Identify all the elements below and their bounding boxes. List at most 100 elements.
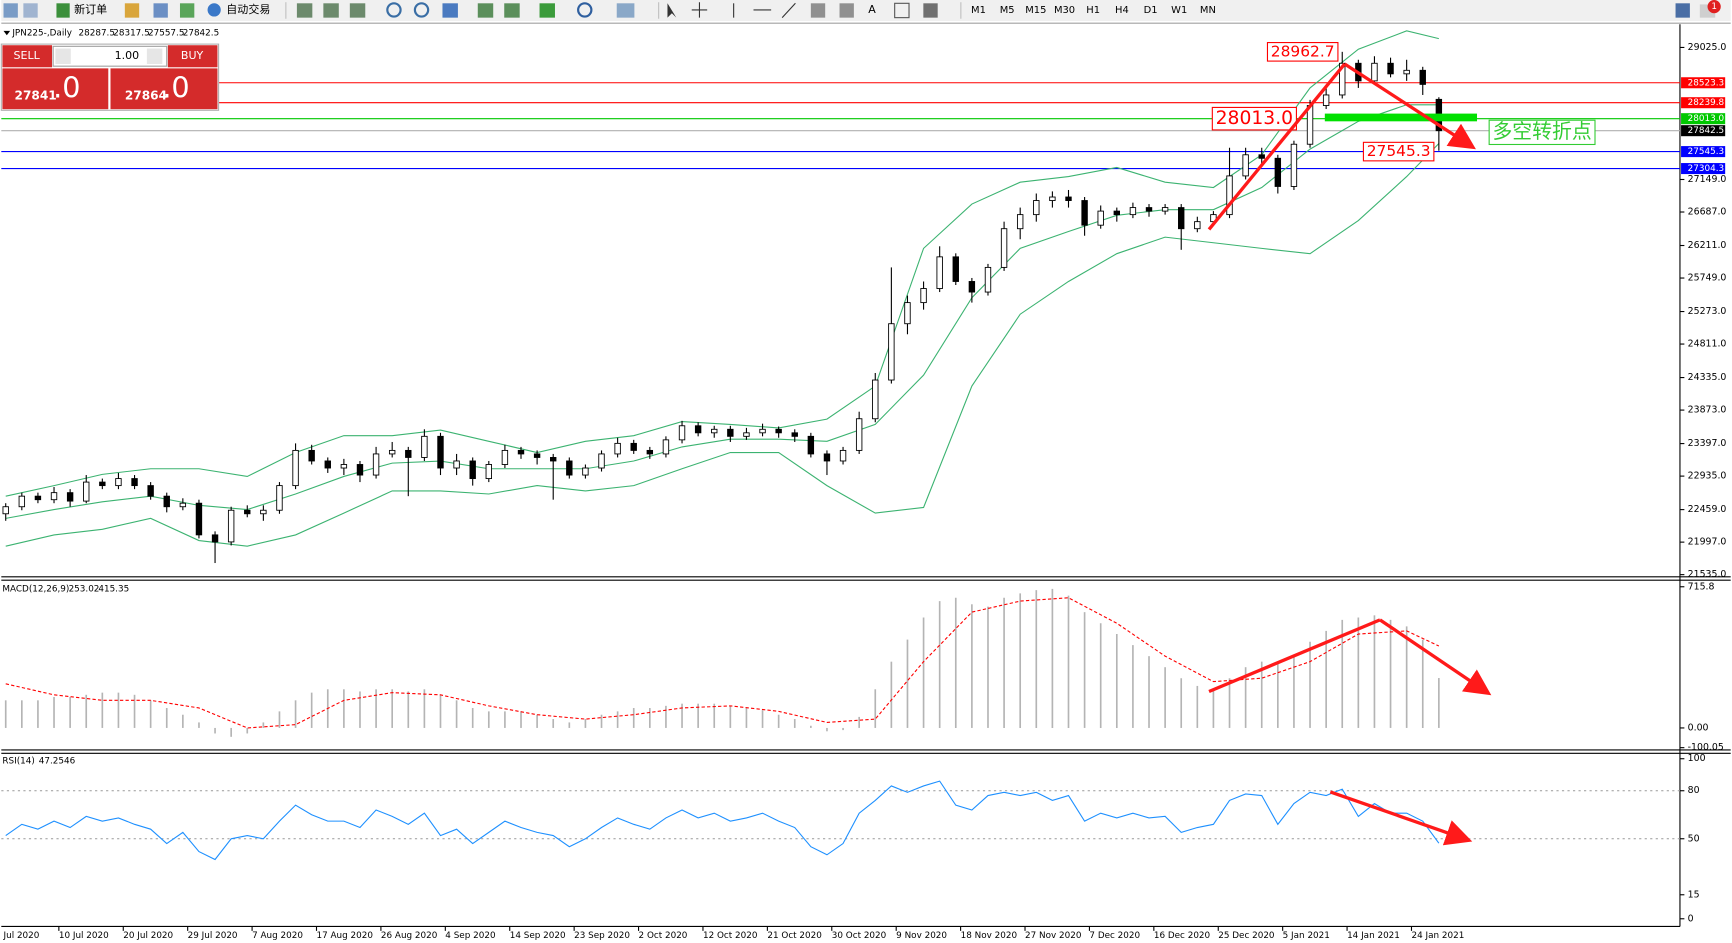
new-order-icon[interactable] [56, 3, 70, 18]
cursor-tool[interactable] [667, 3, 677, 18]
x-tick-label: 7 Dec 2020 [1089, 931, 1140, 941]
icon[interactable] [3, 3, 18, 18]
candle-body [759, 428, 766, 434]
symbol: JPN225-,Daily [11, 29, 72, 39]
timeframe[interactable]: H4 [1115, 5, 1129, 16]
trend-arrow [1343, 62, 1476, 150]
icon[interactable] [179, 3, 195, 18]
new-order[interactable]: 新订单 [74, 2, 107, 16]
icon[interactable] [296, 3, 313, 18]
x-tick-label: 26 Aug 2020 [381, 931, 438, 941]
y-tick-label: 25273.0 [1688, 306, 1727, 317]
icon[interactable] [23, 3, 38, 18]
y-tick-label: 0 [1688, 913, 1694, 924]
candle-body [694, 425, 702, 434]
icon[interactable] [153, 3, 168, 18]
crosshair-tool[interactable] [691, 2, 708, 18]
bid-tag [1681, 125, 1726, 137]
candle-body [646, 449, 654, 455]
candle-body [823, 453, 831, 462]
buy-pips[interactable]: .0 [162, 70, 189, 104]
level-label: 28013.0 [1688, 114, 1725, 124]
lot-input[interactable] [52, 45, 168, 67]
timeframe[interactable]: M15 [1025, 5, 1046, 16]
icon[interactable] [577, 2, 593, 18]
auto-trading[interactable]: 自动交易 [226, 2, 270, 16]
icon[interactable] [923, 3, 938, 18]
candle-body [18, 495, 26, 508]
y-tick-label: 23873.0 [1688, 405, 1727, 416]
toolbar: 新订单 自动交易 A M1 M5 M15 M30 H1 H4 D1 W1 MN 1 [1, 0, 1731, 21]
level-label: 27545.3 [1688, 147, 1724, 157]
icon[interactable] [839, 3, 854, 18]
candle-body [195, 502, 203, 536]
candle-body [727, 428, 734, 437]
candle-body [83, 481, 90, 502]
sell-button[interactable] [2, 45, 53, 68]
timeframe[interactable]: W1 [1171, 5, 1187, 16]
search-icon[interactable] [1675, 3, 1690, 18]
auto-trading-icon[interactable] [207, 3, 221, 17]
icon[interactable] [539, 3, 555, 18]
lot-value[interactable]: 1.00 [115, 49, 140, 62]
candle-body [372, 453, 380, 476]
trendline-tool[interactable] [781, 2, 796, 19]
buy-price-box[interactable] [110, 68, 218, 110]
trend-arrow [1207, 62, 1346, 231]
timeframe[interactable]: M5 [1000, 5, 1015, 16]
candle-body [66, 492, 74, 502]
timeframe[interactable]: M1 [971, 5, 986, 16]
timeframe[interactable]: H1 [1086, 5, 1100, 16]
y-tick-label: 26687.0 [1688, 207, 1727, 218]
icon[interactable] [810, 3, 826, 18]
icon[interactable] [442, 3, 458, 18]
zoom-out[interactable] [413, 2, 430, 18]
candle-body [356, 464, 364, 476]
candle-body [952, 256, 959, 282]
buy-label[interactable]: BUY [181, 49, 204, 62]
lot-up[interactable] [146, 48, 163, 64]
lot-down[interactable] [55, 48, 71, 64]
sell-price[interactable]: 27841 [15, 88, 57, 102]
buy-price[interactable]: 27864 [125, 88, 167, 102]
icon[interactable] [477, 3, 494, 18]
candle-body [968, 281, 976, 293]
candle-body [775, 428, 782, 434]
icon[interactable] [323, 3, 339, 18]
candle-body [1097, 210, 1104, 226]
candle-body [904, 302, 911, 325]
sell-pips[interactable]: .0 [53, 70, 80, 104]
sell-price-box[interactable] [2, 68, 109, 110]
text-tool[interactable]: A [868, 3, 876, 16]
y-tick-label: 21997.0 [1688, 537, 1727, 548]
sell-label[interactable]: SELL [14, 49, 41, 62]
buy-button[interactable] [167, 45, 218, 68]
icon[interactable] [349, 3, 366, 18]
candle-body [533, 453, 541, 458]
candle-body [34, 495, 42, 501]
timeframe[interactable]: D1 [1144, 5, 1158, 16]
timeframe[interactable]: M30 [1054, 5, 1075, 16]
x-tick-label: 12 Oct 2020 [703, 931, 758, 941]
indicator-value: 415.35 [98, 584, 129, 594]
candle-body [1129, 207, 1137, 216]
price-annotation: 27545.3 [1367, 142, 1431, 160]
icon[interactable] [124, 3, 140, 18]
zoom-in[interactable] [386, 2, 402, 18]
label-tool[interactable] [894, 2, 910, 19]
candle-body [678, 425, 686, 441]
candle-body [405, 449, 412, 458]
candle-body [388, 449, 396, 455]
icon[interactable] [616, 3, 635, 18]
annotation-box [1266, 42, 1339, 62]
candle-body [1000, 228, 1008, 268]
candle-body [469, 460, 476, 480]
icon[interactable] [504, 3, 520, 18]
candle-body [1016, 214, 1024, 230]
candle-body [211, 534, 219, 543]
timeframe[interactable]: MN [1200, 5, 1216, 16]
x-tick-label: 10 Jul 2020 [59, 931, 109, 941]
candle-body [1113, 210, 1121, 216]
bollinger-upper [5, 30, 1439, 497]
